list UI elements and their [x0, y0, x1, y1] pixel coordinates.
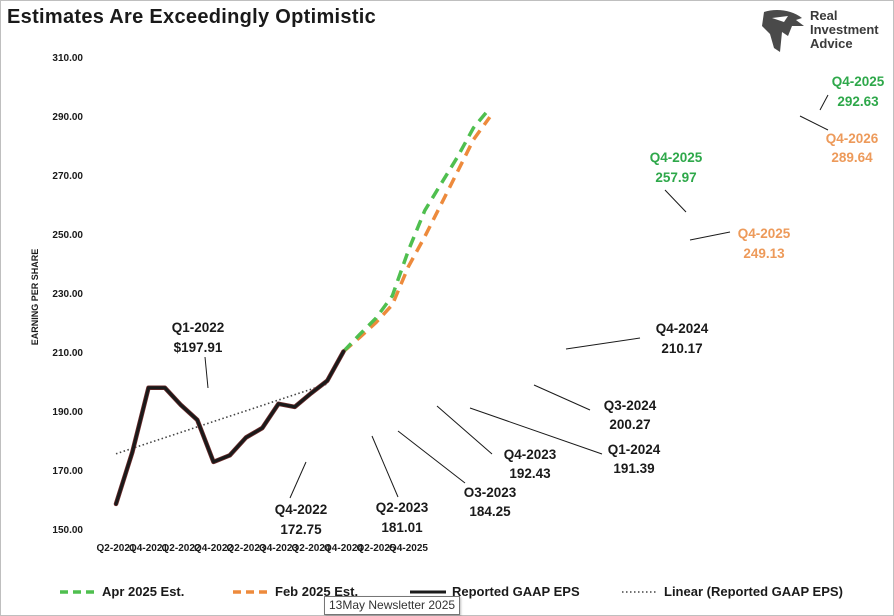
- annotation-label: Q4-2025: [650, 150, 703, 165]
- annotation-leader-line: [819, 94, 829, 111]
- series-reported-eps-line-outline: [113, 349, 346, 507]
- brand-line-3: Advice: [810, 36, 853, 51]
- series-feb-estimate-line: [342, 116, 492, 353]
- annotation-value: 181.01: [381, 520, 423, 535]
- annotation-value: 289.64: [831, 150, 873, 165]
- annotation-value: 172.75: [280, 522, 322, 537]
- annotation-label: Q4-2025: [738, 226, 791, 241]
- annotation-value: 184.25: [469, 504, 511, 519]
- x-tick-label: Q4-2022: [194, 543, 233, 554]
- annotation-label: Q4-2024: [656, 321, 709, 336]
- series-apr-estimate-line: [342, 107, 492, 353]
- annotation-leader-line: [533, 384, 591, 411]
- annotation-label: Q1-2022: [172, 320, 225, 335]
- annotation-label: Q4-2022: [275, 502, 328, 517]
- y-tick-label: 170.00: [52, 466, 83, 477]
- annotation-label: Q2-2023: [376, 500, 429, 515]
- y-tick-label: 310.00: [52, 53, 83, 64]
- chart-title: Estimates Are Exceedingly Optimistic: [7, 6, 377, 28]
- annotation-leader-line: [799, 115, 829, 131]
- legend-label: Reported GAAP EPS: [452, 584, 580, 599]
- series-reported-eps-line: [114, 350, 345, 506]
- annotation-label: Q3-2024: [604, 398, 657, 413]
- x-tick-label: Q2-2025: [357, 543, 396, 554]
- y-tick-label: 230.00: [52, 289, 83, 300]
- annotation-value: 200.27: [609, 417, 650, 432]
- y-tick-label: 150.00: [52, 525, 83, 536]
- brand-line-2: Investment: [810, 22, 879, 37]
- annotation-value: 292.63: [837, 94, 879, 109]
- annotation-leader-line: [469, 407, 603, 455]
- annotation-value: 192.43: [509, 466, 551, 481]
- legend-label: Apr 2025 Est.: [102, 584, 184, 599]
- annotation-leader-line: [689, 231, 731, 241]
- annotation-label: O3-2023: [464, 485, 517, 500]
- annotation-value: 249.13: [743, 246, 785, 261]
- legend-label: Linear (Reported GAAP EPS): [664, 584, 843, 599]
- y-tick-label: 210.00: [52, 348, 83, 359]
- annotation-leader-line: [289, 461, 307, 499]
- annotation-label: Q4-2025: [832, 74, 885, 89]
- eagle-head-icon: [762, 10, 804, 52]
- legend-label: Feb 2025 Est.: [275, 584, 358, 599]
- brand-logo: Real Investment Advice: [758, 8, 888, 56]
- annotation-leader-line: [204, 356, 209, 389]
- brand-line-1: Real: [810, 8, 838, 23]
- x-tick-label: Q4-2021: [129, 543, 168, 554]
- annotation-label: Q4-2026: [826, 131, 879, 146]
- brand-name: Real Investment Advice: [810, 9, 879, 51]
- x-tick-label: Q2-2022: [162, 543, 201, 554]
- x-tick-label: Q2-2021: [97, 543, 136, 554]
- annotation-leader-line: [565, 337, 641, 350]
- x-tick-label: Q4-2024: [324, 543, 363, 554]
- annotation-leader-line: [397, 430, 466, 484]
- x-tick-label: Q4-2025: [389, 543, 428, 554]
- annotation-value: 191.39: [613, 461, 654, 476]
- annotation-leader-line: [371, 435, 399, 498]
- annotation-leader-line: [664, 189, 687, 213]
- series-trend-line: [115, 383, 328, 455]
- y-tick-label: 270.00: [52, 171, 83, 182]
- annotation-value: 210.17: [661, 341, 702, 356]
- annotation-label: Q1-2024: [608, 442, 661, 457]
- x-tick-label: Q4-2023: [259, 543, 298, 554]
- y-tick-label: 190.00: [52, 407, 83, 418]
- x-tick-label: Q2-2024: [292, 543, 331, 554]
- annotation-leader-line: [436, 405, 493, 455]
- y-tick-label: 250.00: [52, 230, 83, 241]
- annotation-value: 257.97: [655, 170, 696, 185]
- y-axis-label: EARNING PER SHARE: [30, 249, 40, 346]
- y-tick-label: 290.00: [52, 112, 83, 123]
- tooltip: 13May Newsletter 2025: [324, 596, 461, 615]
- annotation-value: $197.91: [174, 340, 223, 355]
- x-tick-label: Q2-2023: [227, 543, 266, 554]
- annotation-label: Q4-2023: [504, 447, 557, 462]
